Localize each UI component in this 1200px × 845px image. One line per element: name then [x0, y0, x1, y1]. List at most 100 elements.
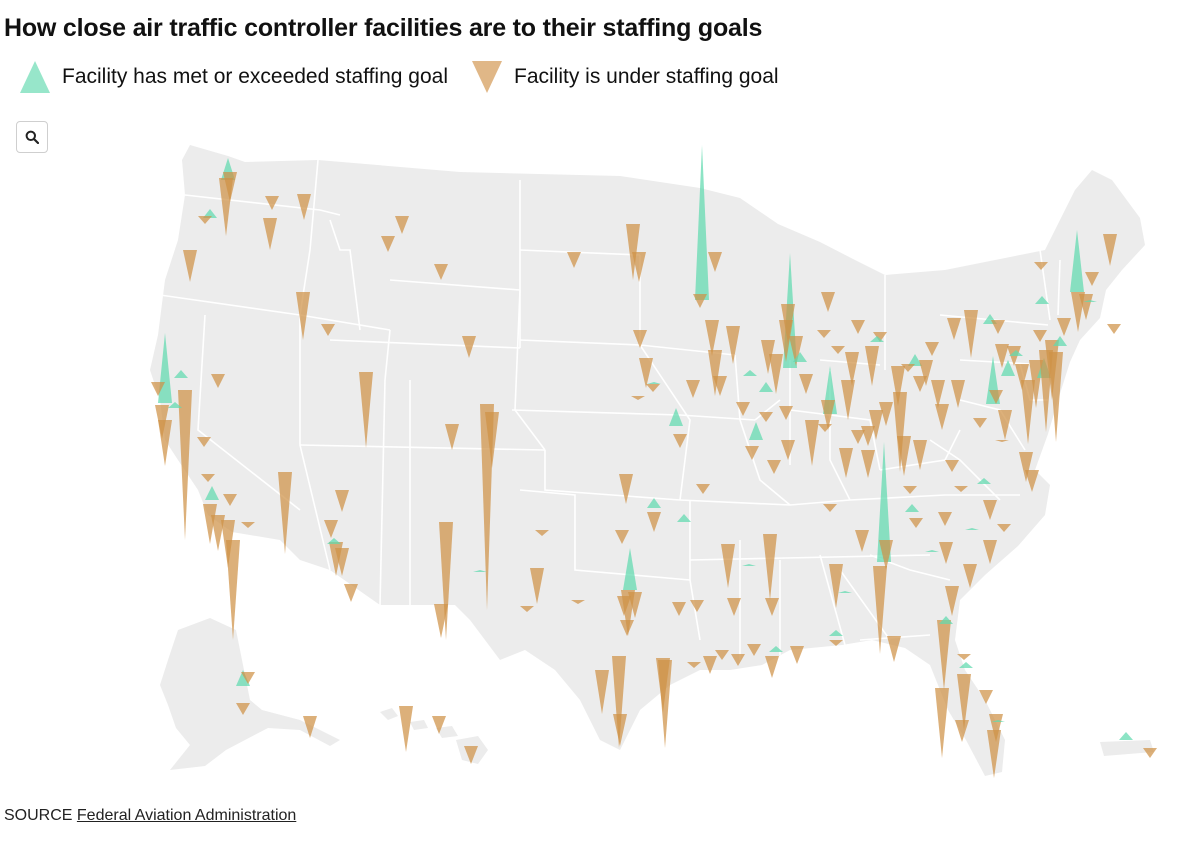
facility-under-marker[interactable]: [615, 530, 629, 544]
facility-met-marker[interactable]: [647, 498, 661, 508]
facility-under-marker[interactable]: [903, 486, 917, 494]
facility-under-marker[interactable]: [855, 530, 869, 552]
facility-under-marker[interactable]: [829, 640, 843, 646]
facility-under-marker[interactable]: [995, 344, 1009, 368]
facility-under-marker[interactable]: [344, 584, 358, 602]
facility-under-marker[interactable]: [799, 374, 813, 394]
facility-under-marker[interactable]: [395, 216, 409, 234]
facility-under-marker[interactable]: [335, 548, 349, 576]
facility-under-marker[interactable]: [997, 524, 1011, 532]
facility-met-marker[interactable]: [168, 402, 182, 408]
facility-under-marker[interactable]: [211, 515, 225, 551]
facility-under-marker[interactable]: [945, 586, 959, 616]
facility-met-marker[interactable]: [908, 354, 922, 366]
facility-under-marker[interactable]: [686, 380, 700, 398]
facility-met-marker[interactable]: [742, 564, 756, 566]
facility-under-marker[interactable]: [931, 380, 945, 408]
facility-under-marker[interactable]: [693, 294, 707, 308]
facility-met-marker[interactable]: [174, 370, 188, 378]
facility-under-marker[interactable]: [897, 436, 911, 476]
facility-under-marker[interactable]: [1049, 352, 1063, 442]
facility-met-marker[interactable]: [965, 528, 979, 530]
facility-met-marker[interactable]: [203, 209, 217, 218]
facility-under-marker[interactable]: [779, 406, 793, 420]
facility-under-marker[interactable]: [241, 672, 255, 684]
facility-under-marker[interactable]: [937, 620, 951, 690]
facility-under-marker[interactable]: [765, 598, 779, 616]
facility-met-marker[interactable]: [623, 548, 637, 590]
facility-under-marker[interactable]: [241, 522, 255, 528]
source-link[interactable]: Federal Aviation Administration: [76, 807, 297, 824]
facility-under-marker[interactable]: [612, 656, 626, 748]
facility-under-marker[interactable]: [278, 472, 292, 554]
facility-under-marker[interactable]: [998, 410, 1012, 440]
facility-under-marker[interactable]: [462, 336, 476, 358]
facility-under-marker[interactable]: [715, 650, 729, 660]
facility-under-marker[interactable]: [873, 332, 887, 342]
facility-met-marker[interactable]: [977, 478, 991, 484]
facility-under-marker[interactable]: [851, 430, 865, 444]
facility-met-marker[interactable]: [959, 662, 973, 668]
facility-under-marker[interactable]: [963, 564, 977, 588]
facility-met-marker[interactable]: [793, 352, 807, 362]
facility-under-marker[interactable]: [769, 354, 783, 394]
facility-met-marker[interactable]: [327, 538, 341, 544]
facility-met-marker[interactable]: [870, 336, 884, 342]
facility-under-marker[interactable]: [938, 512, 952, 526]
facility-met-marker[interactable]: [925, 550, 939, 552]
facility-under-marker[interactable]: [632, 252, 646, 282]
facility-under-marker[interactable]: [951, 380, 965, 408]
facility-under-marker[interactable]: [197, 437, 211, 447]
facility-under-marker[interactable]: [158, 420, 172, 466]
facility-under-marker[interactable]: [995, 440, 1009, 442]
facility-under-marker[interactable]: [520, 606, 534, 612]
facility-under-marker[interactable]: [296, 292, 310, 340]
facility-under-marker[interactable]: [841, 380, 855, 420]
facility-met-marker[interactable]: [877, 442, 891, 562]
facility-under-marker[interactable]: [647, 512, 661, 532]
facility-met-marker[interactable]: [749, 422, 763, 440]
facility-under-marker[interactable]: [485, 412, 499, 468]
facility-under-marker[interactable]: [628, 592, 642, 618]
facility-under-marker[interactable]: [789, 336, 803, 366]
facility-under-marker[interactable]: [987, 730, 1001, 778]
facility-under-marker[interactable]: [817, 330, 831, 338]
facility-under-marker[interactable]: [991, 320, 1005, 334]
facility-under-marker[interactable]: [901, 364, 915, 372]
facility-under-marker[interactable]: [203, 504, 217, 544]
facility-under-marker[interactable]: [879, 402, 893, 426]
facility-met-marker[interactable]: [205, 486, 219, 500]
facility-under-marker[interactable]: [763, 534, 777, 600]
facility-met-marker[interactable]: [236, 670, 250, 686]
facility-under-marker[interactable]: [151, 382, 165, 396]
facility-under-marker[interactable]: [673, 434, 687, 448]
facility-under-marker[interactable]: [439, 522, 453, 640]
facility-under-marker[interactable]: [223, 172, 237, 202]
facility-under-marker[interactable]: [839, 448, 853, 478]
facility-under-marker[interactable]: [265, 196, 279, 210]
facility-under-marker[interactable]: [705, 320, 719, 356]
facility-under-marker[interactable]: [823, 504, 837, 512]
facility-under-marker[interactable]: [445, 424, 459, 450]
facility-under-marker[interactable]: [983, 500, 997, 520]
facility-under-marker[interactable]: [703, 656, 717, 674]
facility-under-marker[interactable]: [595, 670, 609, 714]
facility-met-marker[interactable]: [669, 408, 683, 426]
facility-met-marker[interactable]: [1053, 336, 1067, 346]
facility-under-marker[interactable]: [631, 396, 645, 400]
facility-under-marker[interactable]: [713, 376, 727, 396]
facility-under-marker[interactable]: [297, 194, 311, 220]
facility-under-marker[interactable]: [821, 292, 835, 312]
facility-under-marker[interactable]: [211, 374, 225, 388]
facility-under-marker[interactable]: [620, 620, 634, 636]
facility-under-marker[interactable]: [696, 484, 710, 494]
facility-under-marker[interactable]: [865, 346, 879, 386]
facility-under-marker[interactable]: [617, 596, 631, 616]
facility-under-marker[interactable]: [945, 460, 959, 472]
facility-under-marker[interactable]: [925, 342, 939, 356]
facility-under-marker[interactable]: [891, 366, 905, 406]
facility-under-marker[interactable]: [818, 424, 832, 432]
facility-under-marker[interactable]: [805, 420, 819, 466]
facility-under-marker[interactable]: [687, 662, 701, 668]
facility-under-marker[interactable]: [779, 320, 793, 362]
